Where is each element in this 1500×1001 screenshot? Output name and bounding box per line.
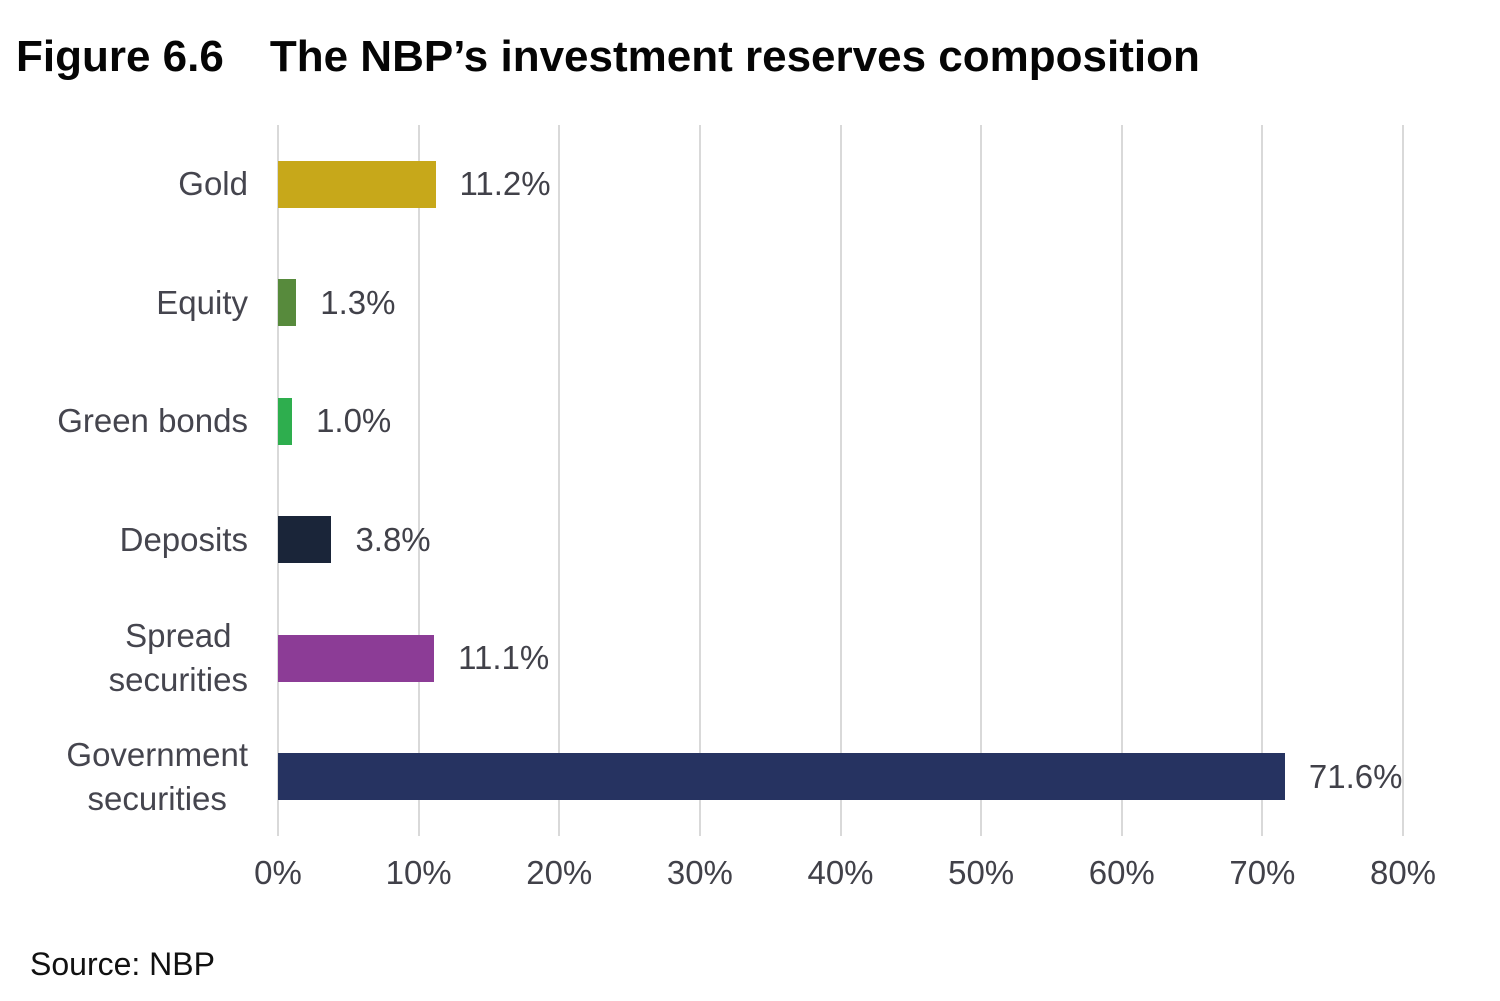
source-note: Source: NBP — [30, 946, 215, 982]
bar-row: 11.1% — [278, 599, 1500, 718]
figure-title-text: The NBP’s investment reserves compositio… — [269, 32, 1200, 81]
bar-row: 1.3% — [278, 244, 1500, 363]
figure-title: Figure 6.6 The NBP’s investment reserves … — [16, 32, 1200, 82]
plot-area — [277, 125, 1404, 836]
gridline-70% — [1261, 125, 1264, 836]
bar-deposits — [278, 516, 332, 564]
x-tick-label: 0% — [254, 854, 302, 891]
value-label: 1.3% — [320, 283, 396, 321]
x-tick-label: 50% — [948, 854, 1015, 891]
category-label: Green bonds — [0, 362, 248, 481]
bar-row: 71.6% — [278, 718, 1500, 837]
gridline-80% — [1402, 125, 1404, 836]
x-tick-label: 20% — [526, 854, 593, 891]
value-label: 11.2% — [459, 165, 551, 203]
bar-green-bonds — [278, 397, 293, 445]
value-label: 1.0% — [316, 402, 392, 440]
gridline-20% — [558, 125, 561, 836]
bar-rows: 11.2% 1.3% 1.0% 3.8% 11.1% 71.6% — [278, 125, 1500, 836]
gridline-40% — [839, 125, 842, 836]
gridline-10% — [417, 125, 420, 836]
bar-gold — [278, 160, 436, 208]
category-label: Spread securities — [0, 599, 248, 718]
category-label: Government securities — [0, 718, 248, 837]
x-axis: 0% 10% 20% 30% 40% 50% 60% 70% 80% — [254, 854, 1436, 898]
x-tick-label: 10% — [385, 854, 452, 891]
category-axis: Gold Equity Green bonds Deposits Spread secu… — [0, 125, 248, 836]
category-label-text: Green bonds — [57, 402, 248, 440]
category-label: Equity — [0, 244, 248, 363]
category-label: Gold — [0, 125, 248, 244]
gridline-60% — [1120, 125, 1123, 836]
gridline-0% — [277, 125, 279, 836]
bar-equity — [278, 279, 297, 327]
figure-number: Figure 6.6 — [16, 32, 224, 81]
gridline-50% — [980, 125, 983, 836]
x-tick-label: 40% — [807, 854, 874, 891]
category-label-text: Gold — [178, 165, 248, 203]
bar-row: 3.8% — [278, 481, 1500, 600]
category-label: Deposits — [0, 481, 248, 600]
value-label: 11.1% — [458, 639, 550, 677]
category-label-text: Spread securities — [108, 617, 248, 699]
bar-spread-securities — [278, 634, 435, 682]
category-label-text: Government securities — [66, 735, 248, 817]
x-tick-label: 60% — [1088, 854, 1155, 891]
value-label: 71.6% — [1308, 757, 1403, 795]
x-tick-label: 30% — [666, 854, 733, 891]
category-label-text: Equity — [156, 283, 248, 321]
bar-row: 11.2% — [278, 125, 1500, 244]
x-tick-label: 80% — [1369, 854, 1437, 891]
bar-row: 1.0% — [278, 362, 1500, 481]
category-label-text: Deposits — [119, 520, 248, 558]
x-tick-label: 70% — [1229, 854, 1296, 891]
value-label: 3.8% — [355, 520, 431, 558]
gridline-30% — [698, 125, 701, 836]
bar-government-securities — [278, 753, 1285, 801]
